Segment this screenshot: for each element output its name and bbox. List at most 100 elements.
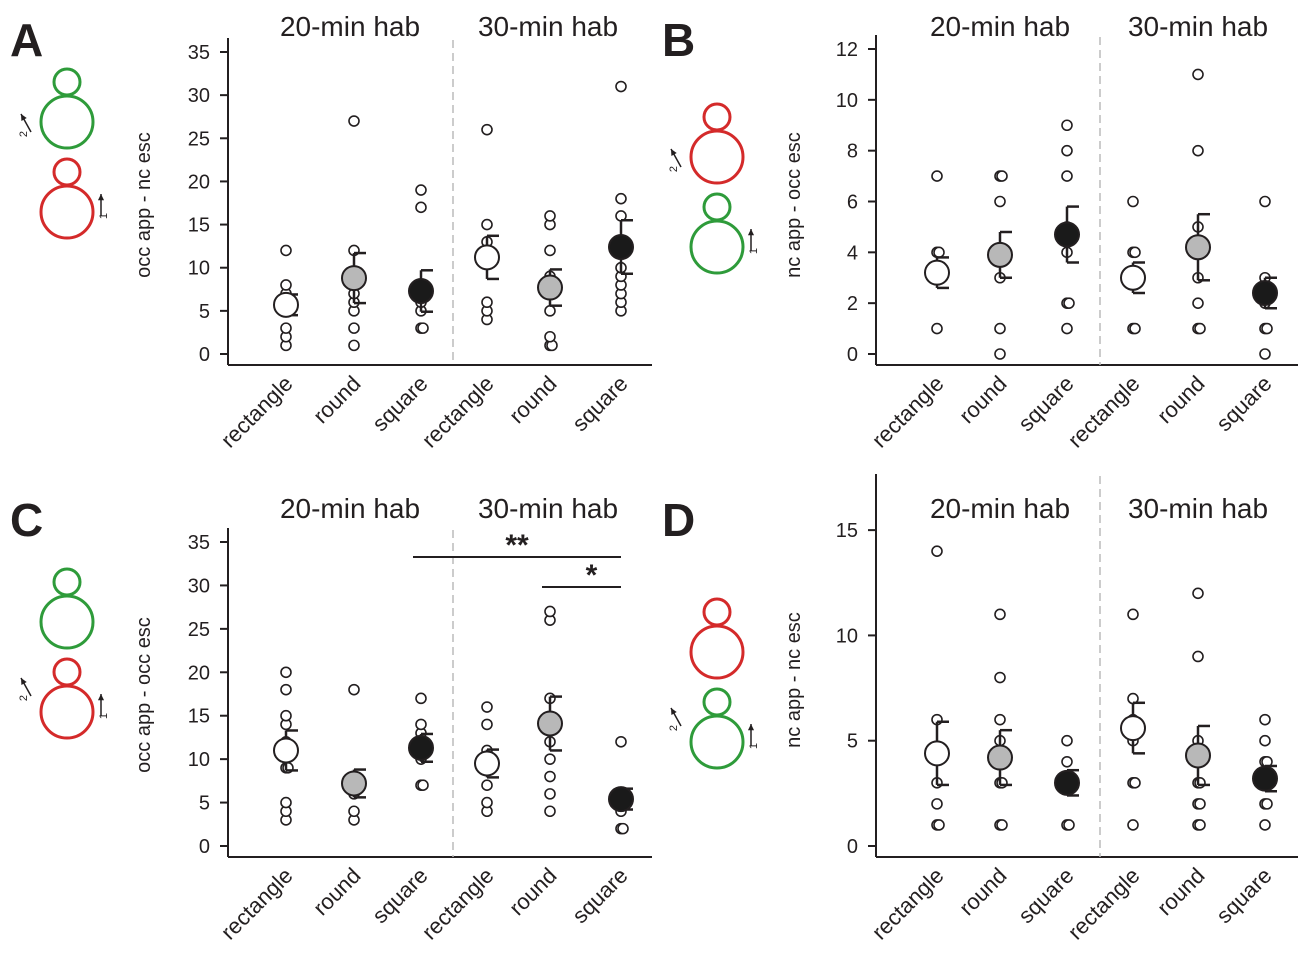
category-label: round [954,863,1011,920]
layout-icon: 21 [668,597,760,770]
y-tick-label: 20 [188,662,210,684]
data-point [1259,819,1271,831]
data-point [1192,650,1204,663]
data-point [415,692,427,705]
small-circle-bottom [702,687,732,717]
data-point [1129,246,1141,259]
y-tick-label: 20 [188,171,210,193]
y-tick-label: 35 [188,42,210,64]
y-tick-label: 15 [836,520,858,542]
data-point [544,788,556,800]
data-point [933,246,945,259]
mean-marker [408,278,434,305]
mean-marker [987,744,1013,771]
data-point [280,709,292,722]
data-point [417,779,429,792]
category-label: square [1013,863,1078,928]
data-point [617,822,629,835]
category-label: rectangle [1063,371,1145,453]
category-label: rectangle [867,863,949,945]
small-circle-top [52,567,82,597]
arrow-number: 1 [748,248,760,254]
category-label: round [1152,371,1209,428]
category-label: square [367,863,432,928]
layout-icon: 21 [18,67,110,240]
data-point [348,805,360,818]
data-point [280,244,292,257]
arrow-head-icon [97,694,105,701]
data-point [1259,713,1271,726]
data-point [1063,297,1075,309]
panel-letter: A [10,14,43,66]
category-label: round [504,371,561,428]
mean-marker [1120,264,1146,291]
data-point [1061,322,1073,335]
data-point [1194,322,1206,335]
mean-marker [341,770,367,797]
data-point [1129,322,1141,335]
category-label: square [1211,863,1276,928]
arrow-number: 2 [18,695,30,701]
hab-label: 30-min hab [478,493,618,524]
category-label: square [567,863,632,928]
category-label: rectangle [417,371,499,453]
y-tick-label: 10 [836,625,858,647]
category-label: square [567,371,632,436]
significance-stars: * [586,559,598,592]
data-point [481,718,493,731]
category-label: rectangle [216,371,298,453]
hab-label: 30-min hab [1128,493,1268,524]
data-point [933,819,945,831]
mean-marker [273,737,299,764]
y-tick-label: 5 [847,731,858,753]
data-point [1194,798,1206,810]
data-point [415,201,427,214]
layout-icon: 21 [668,102,760,275]
data-point [1259,195,1271,208]
y-tick-label: 15 [188,706,210,728]
y-tick-label: 30 [188,85,210,107]
data-point [994,608,1006,621]
data-point [931,170,943,182]
small-circle-bottom [52,657,82,687]
mean-marker [924,259,950,286]
data-point [931,545,943,557]
data-point [994,322,1006,335]
big-circle-top [689,129,745,185]
y-tick-label: 5 [199,301,210,323]
hab-label: 20-min hab [280,493,420,524]
data-point [1061,734,1073,747]
y-tick-label: 30 [188,575,210,597]
mean-marker [537,710,563,737]
small-circle-bottom [52,157,82,187]
y-axis-label: nc app - occ esc [783,132,805,278]
arrow-head-icon [97,194,105,201]
data-point [544,605,556,618]
data-point [1194,819,1206,831]
mean-marker [608,786,634,813]
data-point [348,683,360,696]
data-point [544,244,556,257]
data-point [481,296,493,309]
data-point [481,796,493,809]
y-axis-label: nc app - nc esc [783,612,805,748]
data-point [1063,819,1075,831]
data-point [481,701,493,713]
y-tick-label: 10 [836,90,858,112]
data-point [280,796,292,809]
data-point [415,718,427,731]
y-tick-label: 25 [188,619,210,641]
data-point [481,123,493,136]
data-point [996,777,1008,789]
y-tick-label: 5 [199,793,210,815]
data-point [996,819,1008,831]
arrow-number: 1 [98,713,110,719]
data-point [1061,170,1073,182]
data-point [544,753,556,765]
category-label: rectangle [216,863,298,945]
big-circle-bottom [39,684,95,740]
panel-letter: C [10,494,43,546]
arrow-head-icon [671,149,677,156]
data-point [1259,734,1271,747]
